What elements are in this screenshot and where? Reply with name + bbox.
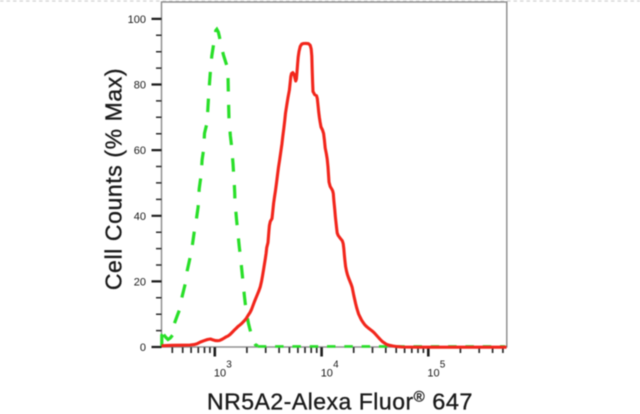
svg-text:5: 5 — [440, 360, 446, 371]
svg-text:10: 10 — [427, 368, 439, 380]
svg-text:10: 10 — [214, 368, 226, 380]
svg-text:0: 0 — [140, 342, 146, 354]
svg-text:40: 40 — [134, 211, 146, 223]
svg-text:10: 10 — [321, 368, 333, 380]
svg-text:20: 20 — [134, 276, 146, 288]
svg-text:NR5A2-Alexa Fluor® 647: NR5A2-Alexa Fluor® 647 — [207, 389, 473, 414]
svg-text:3: 3 — [226, 360, 232, 371]
svg-text:Cell Counts (% Max): Cell Counts (% Max) — [101, 68, 127, 290]
svg-text:60: 60 — [134, 145, 146, 157]
svg-text:100: 100 — [128, 14, 146, 26]
svg-text:4: 4 — [333, 360, 339, 371]
svg-text:80: 80 — [134, 80, 146, 92]
